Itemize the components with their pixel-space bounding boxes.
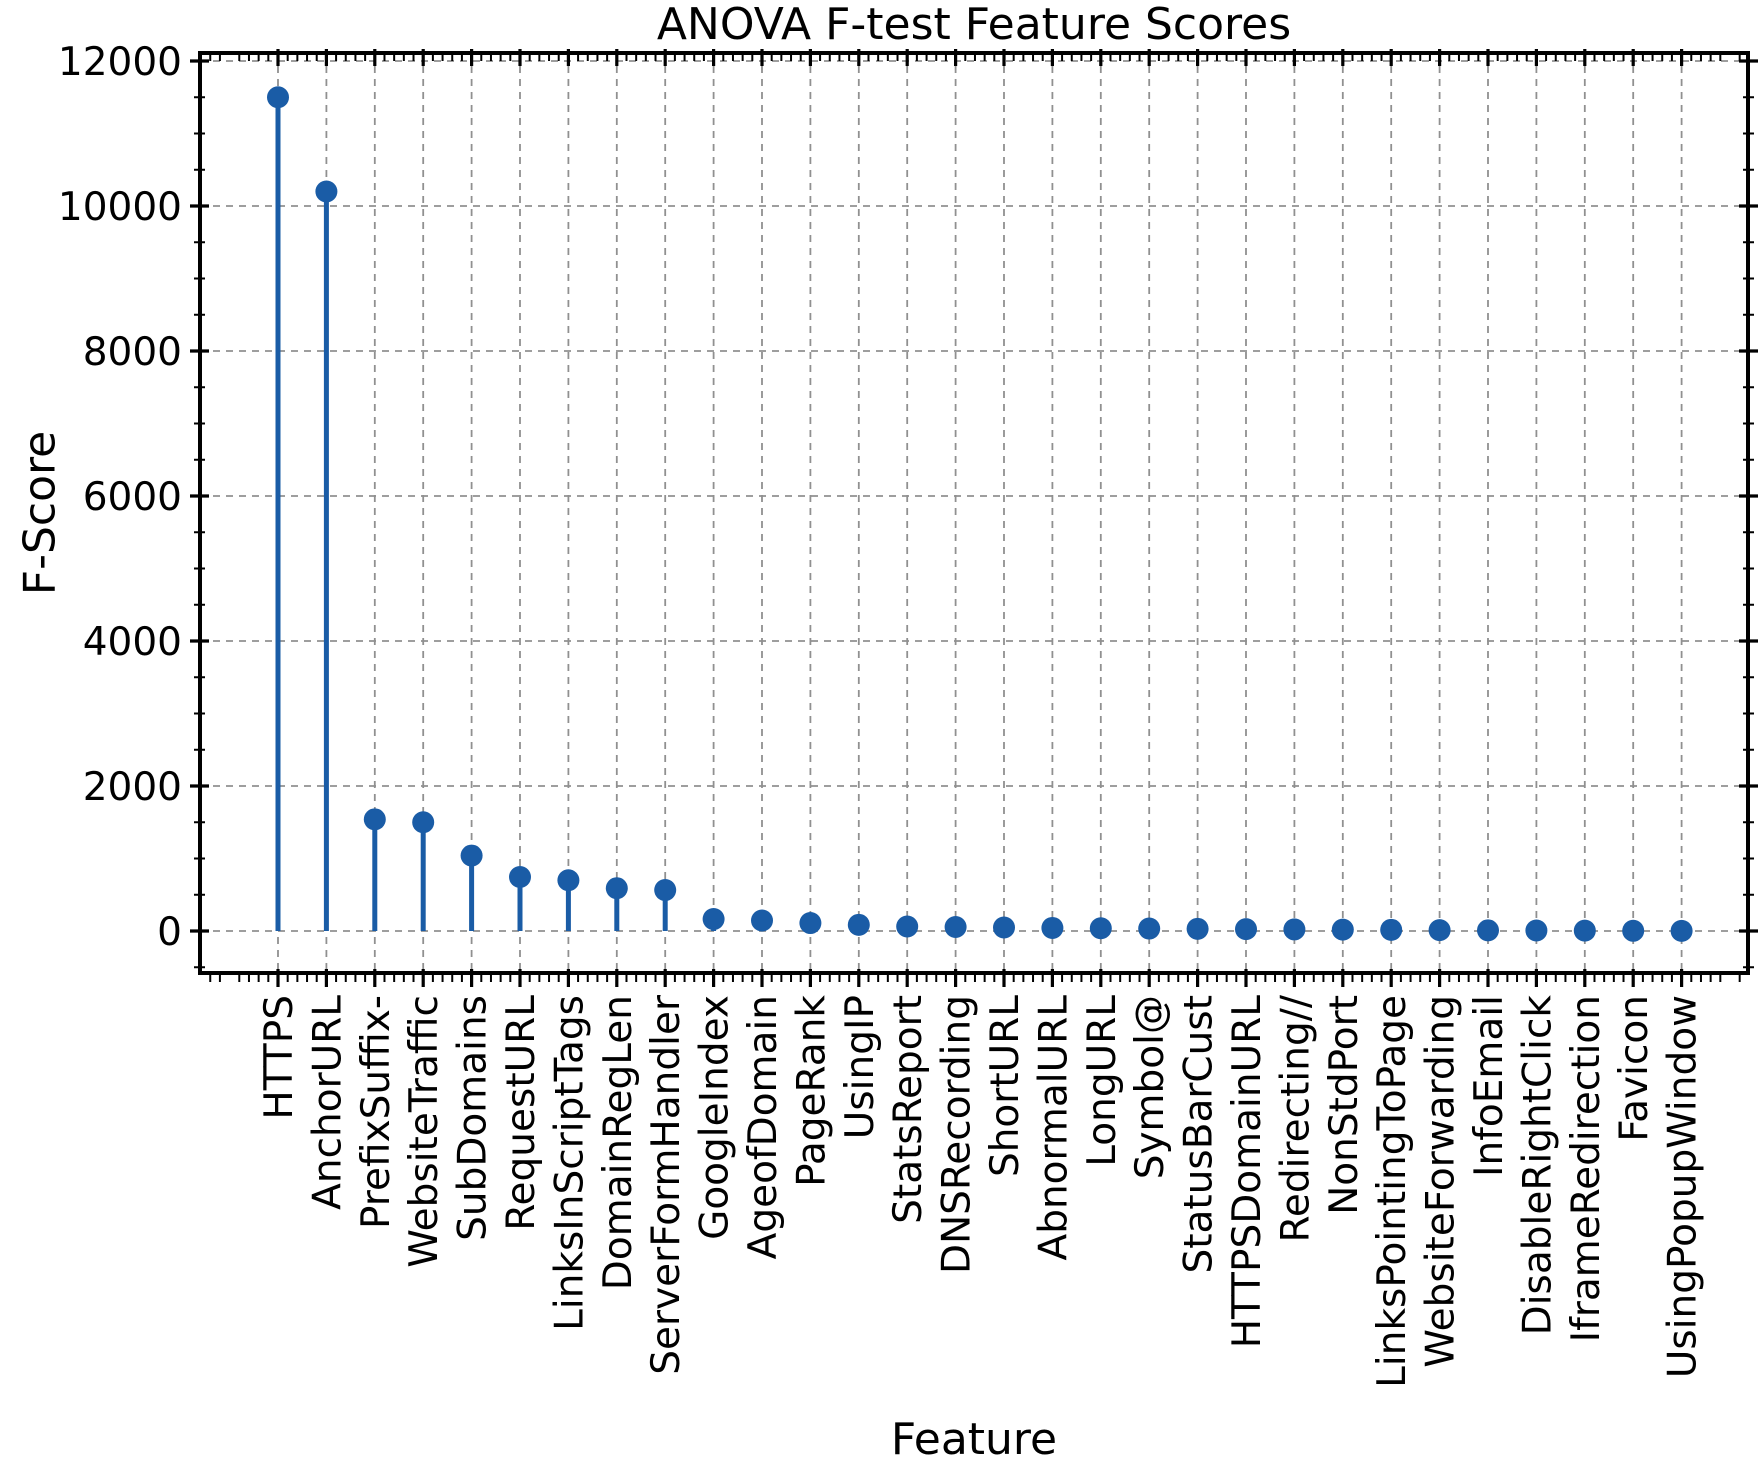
stem-marker [1525,919,1548,942]
x-tick-label: AbnormalURL [1031,995,1076,1261]
x-axis-label: Feature [890,1414,1058,1465]
stem-marker [605,877,628,900]
x-tick-label: NonStdPort [1322,995,1367,1215]
y-tick-label: 2000 [83,765,182,810]
y-tick-label: 10000 [58,185,182,230]
x-tick-label: LinksInScriptTags [547,995,592,1331]
stem-marker [460,844,483,867]
x-tick-label: Redirecting// [1273,994,1318,1242]
stem-marker [1235,918,1257,941]
x-tick-label: Symbol@ [1128,995,1173,1179]
y-tick-label: 4000 [83,620,182,665]
stem-marker [702,908,725,931]
stem-marker [1283,918,1306,941]
stem-marker [847,913,870,936]
x-tick-label: UsingPopupWindow [1661,995,1706,1378]
x-tick-label: ShortURL [983,995,1028,1177]
stem-marker [1138,917,1161,940]
x-tick-label: PrefixSuffix- [354,995,399,1229]
x-tick-label: StatusBarCust [1177,995,1222,1274]
stem-marker [557,869,580,892]
x-tick-label: LinksPointingToPage [1370,995,1415,1388]
stem-marker [267,86,289,109]
stem-marker [1331,918,1354,941]
x-tick-label: DisableRightClick [1515,995,1560,1336]
stem-marker [363,808,386,831]
stem-marker [315,180,338,203]
x-tick-label: IframeRedirection [1564,995,1609,1342]
stem-marker [1041,916,1064,939]
stem-marker [1186,917,1209,940]
stem-marker [799,912,822,935]
x-tick-label: HTTPS [257,995,302,1120]
x-tick-label: LongURL [1080,995,1125,1167]
x-tick-label: PageRank [789,995,834,1187]
chart-title: ANOVA F-test Feature Scores [656,0,1292,50]
x-tick-label: ServerFormHandler [644,994,689,1375]
x-tick-label: StatsReport [886,995,931,1224]
x-tick-label: WebsiteTraffic [402,995,447,1268]
x-tick-label: Favicon [1612,995,1657,1142]
x-tick-label: HTTPSDomainURL [1225,995,1270,1349]
y-tick-label: 0 [157,910,182,955]
x-tick-label: UsingIP [838,995,883,1139]
stem-marker [1477,919,1499,942]
stem-marker [1622,919,1645,942]
x-tick-label: AgeofDomain [741,995,786,1259]
stem-marker [944,916,967,939]
stem-marker [654,879,677,902]
x-tick-label: RequestURL [499,995,544,1231]
stem-marker [1089,917,1112,940]
stem-marker [1428,919,1451,942]
axes-spines [198,51,1750,975]
stem-marker [1573,919,1596,942]
stem-marker [896,915,919,938]
x-tick-label: DomainRegLen [596,995,641,1290]
y-tick-label: 12000 [58,40,182,85]
x-tick-label: AnchorURL [305,995,350,1210]
stem-marker [1380,918,1403,941]
stem-marker [412,811,435,834]
stem-marker [993,916,1015,939]
x-tick-label: InfoEmail [1467,995,1512,1177]
x-tick-label: DNSRecording [935,995,980,1274]
x-tick-label: WebsiteForwarding [1419,995,1464,1368]
y-tick-label: 6000 [83,475,182,520]
stem-marker [1670,919,1693,942]
x-tick-label: SubDomains [451,995,496,1241]
stem-marker [509,865,531,888]
x-tick-label: GoogleIndex [693,995,738,1240]
y-tick-label: 8000 [83,330,182,375]
stem-marker [751,909,773,932]
